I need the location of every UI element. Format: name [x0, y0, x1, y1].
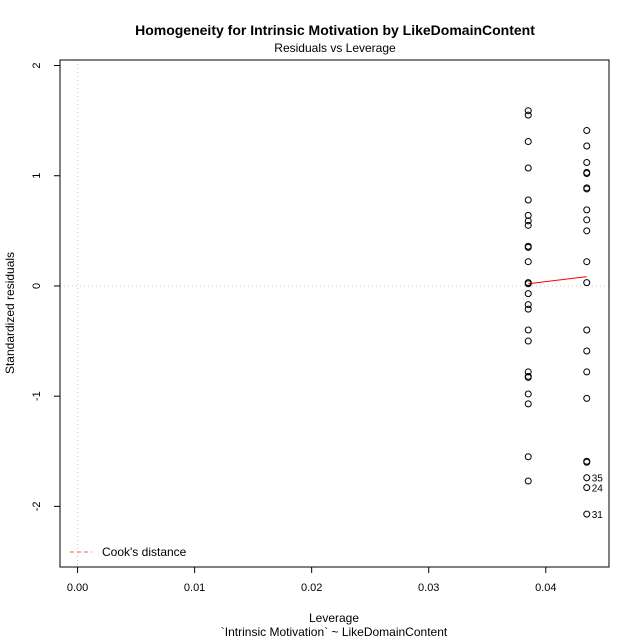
data-point	[524, 196, 532, 204]
x-tick-label: 0.01	[184, 582, 205, 594]
data-point	[524, 373, 532, 381]
x-tick-label: 0.00	[67, 582, 88, 594]
data-point	[524, 164, 532, 172]
data-point	[524, 258, 532, 266]
data-point	[524, 305, 532, 313]
legend-label-cooks-distance: Cook's distance	[102, 545, 187, 559]
data-point	[524, 111, 532, 119]
y-tick-label: 2	[31, 62, 43, 68]
y-axis: 2 1 0 -1 -2	[31, 62, 61, 511]
x-tick-label: 0.04	[535, 582, 556, 594]
data-point	[524, 243, 532, 251]
data-point	[583, 185, 591, 193]
y-tick-label: -2	[31, 501, 43, 511]
data-point	[583, 474, 591, 482]
chart-subtitle: Residuals vs Leverage	[274, 41, 396, 55]
data-point	[524, 138, 532, 146]
data-point	[524, 217, 532, 225]
data-point	[583, 258, 591, 266]
y-axis-label: Standardized residuals	[3, 252, 17, 374]
x-axis-label: Leverage	[309, 611, 359, 625]
data-point	[583, 206, 591, 214]
data-point	[524, 390, 532, 398]
x-axis-label-formula: `Intrinsic Motivation` ~ LikeDomainConte…	[221, 625, 448, 639]
data-point	[583, 170, 591, 178]
y-tick-label: 0	[31, 283, 43, 289]
data-point	[583, 127, 591, 135]
data-point	[524, 326, 532, 334]
data-point	[583, 368, 591, 376]
data-point	[583, 142, 591, 150]
legend: Cook's distance	[70, 545, 187, 559]
data-point	[524, 107, 532, 115]
point-label: 35	[592, 474, 604, 485]
data-point	[583, 484, 591, 492]
data-point	[524, 290, 532, 298]
x-tick-label: 0.03	[418, 582, 439, 594]
data-point	[583, 279, 591, 287]
data-point	[524, 453, 532, 461]
data-point	[583, 510, 591, 518]
data-point	[583, 216, 591, 224]
data-point	[583, 326, 591, 334]
point-label: 24	[592, 484, 604, 495]
plot-frame	[59, 59, 610, 568]
data-point	[524, 280, 532, 288]
data-point	[524, 301, 532, 309]
data-point	[524, 337, 532, 345]
data-point	[524, 400, 532, 408]
x-tick-label: 0.02	[301, 582, 322, 594]
y-tick-label: 1	[31, 173, 43, 179]
data-point	[583, 347, 591, 355]
data-point	[583, 159, 591, 167]
data-point	[583, 458, 591, 466]
y-tick-label: -1	[31, 391, 43, 401]
data-point	[524, 221, 532, 229]
point-label: 31	[592, 510, 604, 521]
smooth-line	[528, 276, 587, 285]
x-axis: 0.00 0.01 0.02 0.03 0.04	[67, 566, 556, 594]
data-point	[583, 394, 591, 402]
reference-lines	[60, 60, 609, 567]
data-point	[524, 477, 532, 485]
data-point	[583, 227, 591, 235]
chart-title: Homogeneity for Intrinsic Motivation by …	[135, 22, 535, 38]
smooth-fit-line	[528, 276, 587, 285]
